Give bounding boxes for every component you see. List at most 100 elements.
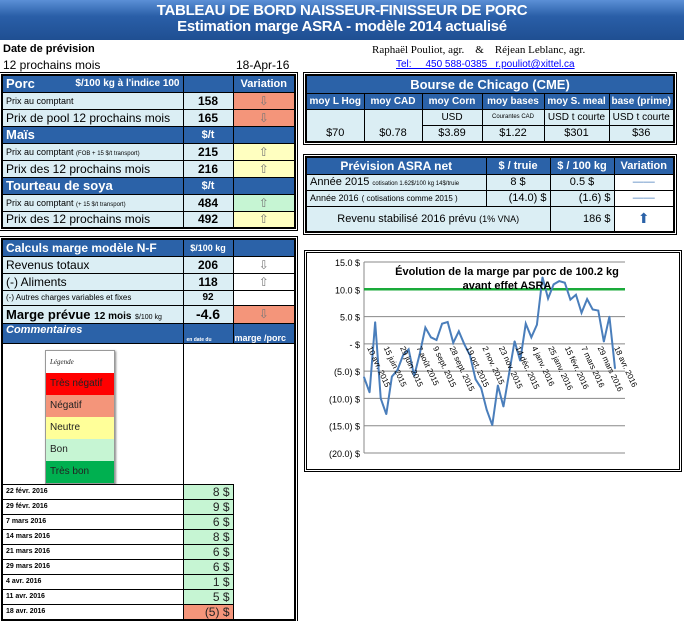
arrow-down-icon: ⇩	[258, 93, 269, 108]
row-label-text: Année 2015	[310, 176, 370, 188]
cme-col-5: base (prime)	[608, 92, 675, 110]
authors: Raphaël Pouliot, agr. & Réjean Leblanc, …	[372, 44, 586, 56]
data-point	[575, 293, 577, 296]
unit: $/t	[182, 125, 234, 144]
margin-label-text: Marge prévue	[6, 306, 91, 322]
cme-col-4: moy S. meal	[543, 92, 610, 110]
calc-header: Calculs marge modèle N-F	[1, 238, 184, 257]
history-date: 29 févr. 2016	[1, 498, 184, 515]
history-date: 29 mars 2016	[1, 558, 184, 575]
contact-link[interactable]: Tel: 450 588-0385 r.pouliot@xittel.ca	[396, 59, 575, 70]
arrow-down-icon: ⇩	[258, 110, 269, 125]
row-label: Prix des 12 prochains mois	[1, 159, 184, 178]
history-row: 22 févr. 2016 8 $	[1, 483, 295, 500]
cme-col-1: moy CAD	[363, 92, 423, 110]
arrow-up-icon: ⇧	[258, 195, 269, 210]
comments-area: Légende Très négatif Négatif Neutre Bon …	[1, 342, 184, 484]
data-point	[564, 281, 566, 284]
history-date: 4 avr. 2016	[1, 573, 184, 590]
arrow-up-icon: ⇧	[258, 274, 269, 289]
cme-unit-5: USD t courte	[608, 108, 675, 126]
history-row: 21 mars 2016 6 $	[1, 543, 295, 560]
history-margin: 8 $	[182, 483, 234, 500]
variation-header: Variation	[232, 74, 296, 93]
comments-header: Commentaires	[1, 322, 184, 344]
row-note: cotisation 1.62$/100 kg 14$/truie	[372, 181, 460, 187]
data-point	[480, 387, 482, 389]
data-point	[430, 336, 432, 339]
cme-col-3: moy bases	[481, 92, 545, 110]
y-tick-label: 5.0 $	[340, 313, 360, 323]
data-point	[552, 283, 555, 286]
data-point	[446, 321, 449, 323]
data-point	[485, 409, 488, 411]
arrow-up-icon: ⇧	[258, 161, 269, 176]
porc-unit: $/100 kg à l'indice 100	[75, 78, 180, 90]
porc-header: Porc $/100 kg à l'indice 100	[1, 74, 184, 93]
data-point	[530, 336, 533, 339]
data-point	[424, 326, 427, 329]
cme-col-2: moy Corn	[421, 92, 483, 110]
data-point	[541, 276, 544, 279]
cme-val-0: $70	[305, 125, 365, 143]
history-row: 29 févr. 2016 9 $	[1, 498, 295, 515]
history-margin: 6 $	[182, 513, 234, 530]
arrow-up-icon: ⇧	[258, 212, 269, 227]
data-point	[374, 321, 376, 323]
data-point	[435, 339, 438, 341]
row-label: Revenus totaux	[1, 255, 184, 274]
data-point	[603, 340, 605, 343]
data-point	[513, 340, 516, 342]
history-row: 7 mars 2016 6 $	[1, 513, 295, 530]
row-label: Prix au comptant (+ 15 $/t transport)	[1, 193, 184, 212]
data-point	[441, 322, 443, 325]
forecast-date: 18-Apr-16	[236, 58, 290, 72]
y-tick-label: - $	[349, 340, 360, 350]
revenue-label-text: Revenu stabilisé 2016 prévu	[337, 212, 477, 225]
data-point	[391, 375, 393, 378]
data-point	[368, 391, 371, 394]
y-tick-label: 15.0 $	[335, 258, 360, 268]
legend-item: Négatif	[46, 394, 114, 417]
y-tick-label: (5.0) $	[334, 367, 360, 377]
legend: Légende Très négatif Négatif Neutre Bon …	[45, 349, 115, 484]
data-point	[580, 311, 583, 314]
other-costs-value: 92	[182, 289, 234, 306]
date-header: en date du	[182, 322, 234, 344]
period-label: 12 prochains mois	[3, 58, 101, 72]
margin-chart: 15.0 $ 10.0 $ 5.0 $ - $ (5.0) $ (10.0) $ (15.0…	[306, 252, 680, 470]
legend-title: Légende	[46, 350, 114, 373]
y-tick-label: (15.0) $	[329, 422, 360, 432]
soya-future-value: 492	[182, 210, 234, 229]
history-date: 14 mars 2016	[1, 528, 184, 545]
data-point	[469, 354, 471, 357]
unit: $/t	[182, 176, 234, 195]
arrow-down-icon: ⇩	[258, 307, 269, 321]
unit: $/100 kg	[182, 238, 234, 257]
cme-unit-0	[305, 108, 365, 125]
col-header: Variation	[613, 156, 675, 175]
data-point	[524, 322, 527, 325]
legend-item: Très bon	[46, 460, 114, 483]
asra-2016-truie: (14.0) $	[485, 189, 551, 207]
data-point	[502, 405, 505, 408]
chart-title-line2: avant effet ASRA	[463, 280, 552, 292]
history-row: 18 avr. 2016 (5) $	[1, 603, 295, 620]
cme-val-3: $1.22	[481, 124, 545, 143]
cme-val-4: $301	[543, 124, 610, 143]
data-point	[407, 348, 410, 351]
row-label-text: Prix au comptant	[6, 197, 74, 208]
history-row: 14 mars 2016 8 $	[1, 528, 295, 545]
mais-future-value: 216	[182, 159, 234, 178]
margin-label: Marge prévue 12 mois $/100 kg	[1, 304, 184, 324]
row-label: Année 2016 ( cotisations comme 2015 )	[305, 189, 487, 207]
history-margin: 8 $	[182, 528, 234, 545]
asra-2016-100kg: (1.6) $	[549, 189, 615, 207]
data-point	[418, 352, 421, 355]
revenue-label: Revenu stabilisé 2016 prévu (1% VNA)	[305, 205, 551, 233]
margin-calc-table: Calculs marge modèle N-F $/100 kg Revenus…	[0, 236, 298, 621]
cme-unit-4: USD t courte	[543, 108, 610, 126]
cme-val-1: $0.78	[363, 125, 423, 143]
porc-spot-value: 158	[182, 91, 234, 110]
row-label: (-) Autres charges variables et fixes	[1, 289, 184, 306]
